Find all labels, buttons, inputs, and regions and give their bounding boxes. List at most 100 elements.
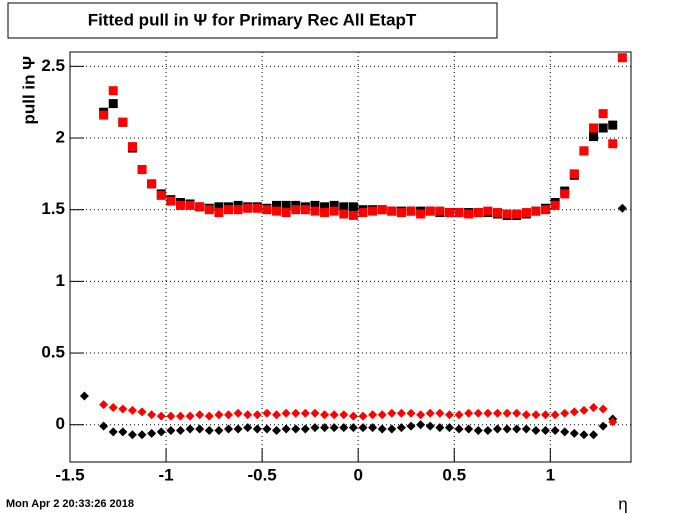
x-tick-label: 0: [353, 465, 362, 484]
diamond-marker: [387, 408, 397, 418]
square-marker: [291, 205, 301, 215]
diamond-marker: [99, 421, 109, 431]
square-marker: [156, 190, 166, 200]
square-marker: [521, 208, 531, 218]
diamond-marker: [252, 424, 262, 434]
diamond-marker: [541, 410, 551, 420]
plot-frame: [69, 51, 632, 463]
diamond-marker: [339, 423, 349, 433]
diamond-marker: [512, 424, 522, 434]
square-marker: [329, 206, 339, 216]
square-marker: [387, 206, 397, 216]
diamond-marker: [531, 410, 541, 420]
square-marker: [589, 123, 599, 133]
diamond-marker: [204, 425, 214, 435]
diamond-marker: [502, 408, 512, 418]
diamond-marker: [300, 408, 310, 418]
diamond-marker: [243, 410, 253, 420]
square-marker: [185, 200, 195, 210]
square-marker: [598, 109, 608, 119]
x-tick-label: 1: [546, 465, 555, 484]
diamond-marker: [185, 411, 195, 421]
diamond-marker: [396, 408, 406, 418]
square-marker: [252, 203, 262, 213]
x-tick-label: -1: [158, 465, 173, 484]
diamond-marker: [473, 425, 483, 435]
y-tick-label: 2.5: [41, 56, 65, 75]
y-tick-label: 0.5: [41, 343, 65, 362]
square-marker: [320, 208, 330, 218]
square-marker: [444, 208, 454, 218]
diamond-marker: [454, 410, 464, 420]
diamond-marker: [320, 423, 330, 433]
diamond-marker: [444, 410, 454, 420]
square-marker: [368, 206, 378, 216]
diamond-marker: [598, 421, 608, 431]
x-tick-label: -0.5: [247, 465, 276, 484]
diamond-marker: [464, 424, 474, 434]
diamond-marker: [127, 430, 137, 440]
timestamp: Mon Apr 2 20:33:26 2018: [6, 498, 134, 510]
y-tick-label: 2: [56, 127, 65, 146]
square-marker: [224, 205, 234, 215]
square-marker: [425, 206, 435, 216]
diamond-marker: [118, 427, 128, 437]
diamond-marker: [406, 421, 416, 431]
title-box: [7, 2, 498, 39]
diamond-marker: [521, 410, 531, 420]
diamond-marker: [243, 423, 253, 433]
diamond-marker: [204, 411, 214, 421]
square-marker: [99, 110, 109, 120]
diamond-marker: [368, 410, 378, 420]
diamond-marker: [214, 425, 224, 435]
square-marker: [483, 206, 493, 216]
diamond-marker: [147, 410, 157, 420]
square-marker: [531, 206, 541, 216]
diamond-marker: [598, 404, 608, 414]
square-marker: [348, 210, 358, 220]
diamond-marker: [396, 423, 406, 433]
square-marker: [406, 206, 416, 216]
square-marker: [166, 196, 176, 206]
y-tick-label: 1.5: [41, 199, 65, 218]
diamond-marker: [377, 410, 387, 420]
diamond-marker: [377, 424, 387, 434]
diamond-marker: [108, 427, 118, 437]
diamond-marker: [224, 410, 234, 420]
diamond-marker: [214, 410, 224, 420]
diamond-marker: [137, 407, 147, 417]
diamond-marker: [512, 408, 522, 418]
square-marker: [473, 208, 483, 218]
diamond-marker: [425, 421, 435, 431]
diamond-marker: [473, 408, 483, 418]
square-marker: [320, 202, 330, 212]
square-marker: [310, 200, 320, 210]
diamond-marker: [406, 408, 416, 418]
diamond-marker: [454, 424, 464, 434]
diamond-marker: [127, 405, 137, 415]
diamond-marker: [310, 408, 320, 418]
diamond-marker: [175, 425, 185, 435]
square-marker: [214, 208, 224, 218]
diamond-marker: [99, 400, 109, 410]
diamond-marker: [310, 423, 320, 433]
square-marker: [300, 205, 310, 215]
square-marker: [541, 205, 551, 215]
diamond-marker: [416, 420, 426, 430]
diamond-marker: [589, 430, 599, 440]
diamond-marker: [387, 424, 397, 434]
diamond-marker: [492, 424, 502, 434]
diamond-marker: [560, 427, 570, 437]
diamond-marker: [262, 424, 272, 434]
diamond-marker: [118, 404, 128, 414]
square-marker: [416, 209, 426, 219]
square-marker: [214, 202, 224, 212]
diamond-marker: [531, 425, 541, 435]
square-marker: [272, 206, 282, 216]
diamond-marker: [281, 408, 291, 418]
diamond-marker: [272, 410, 282, 420]
square-marker: [233, 205, 243, 215]
diamond-marker: [291, 424, 301, 434]
diamond-marker: [492, 408, 502, 418]
diamond-marker: [579, 430, 589, 440]
